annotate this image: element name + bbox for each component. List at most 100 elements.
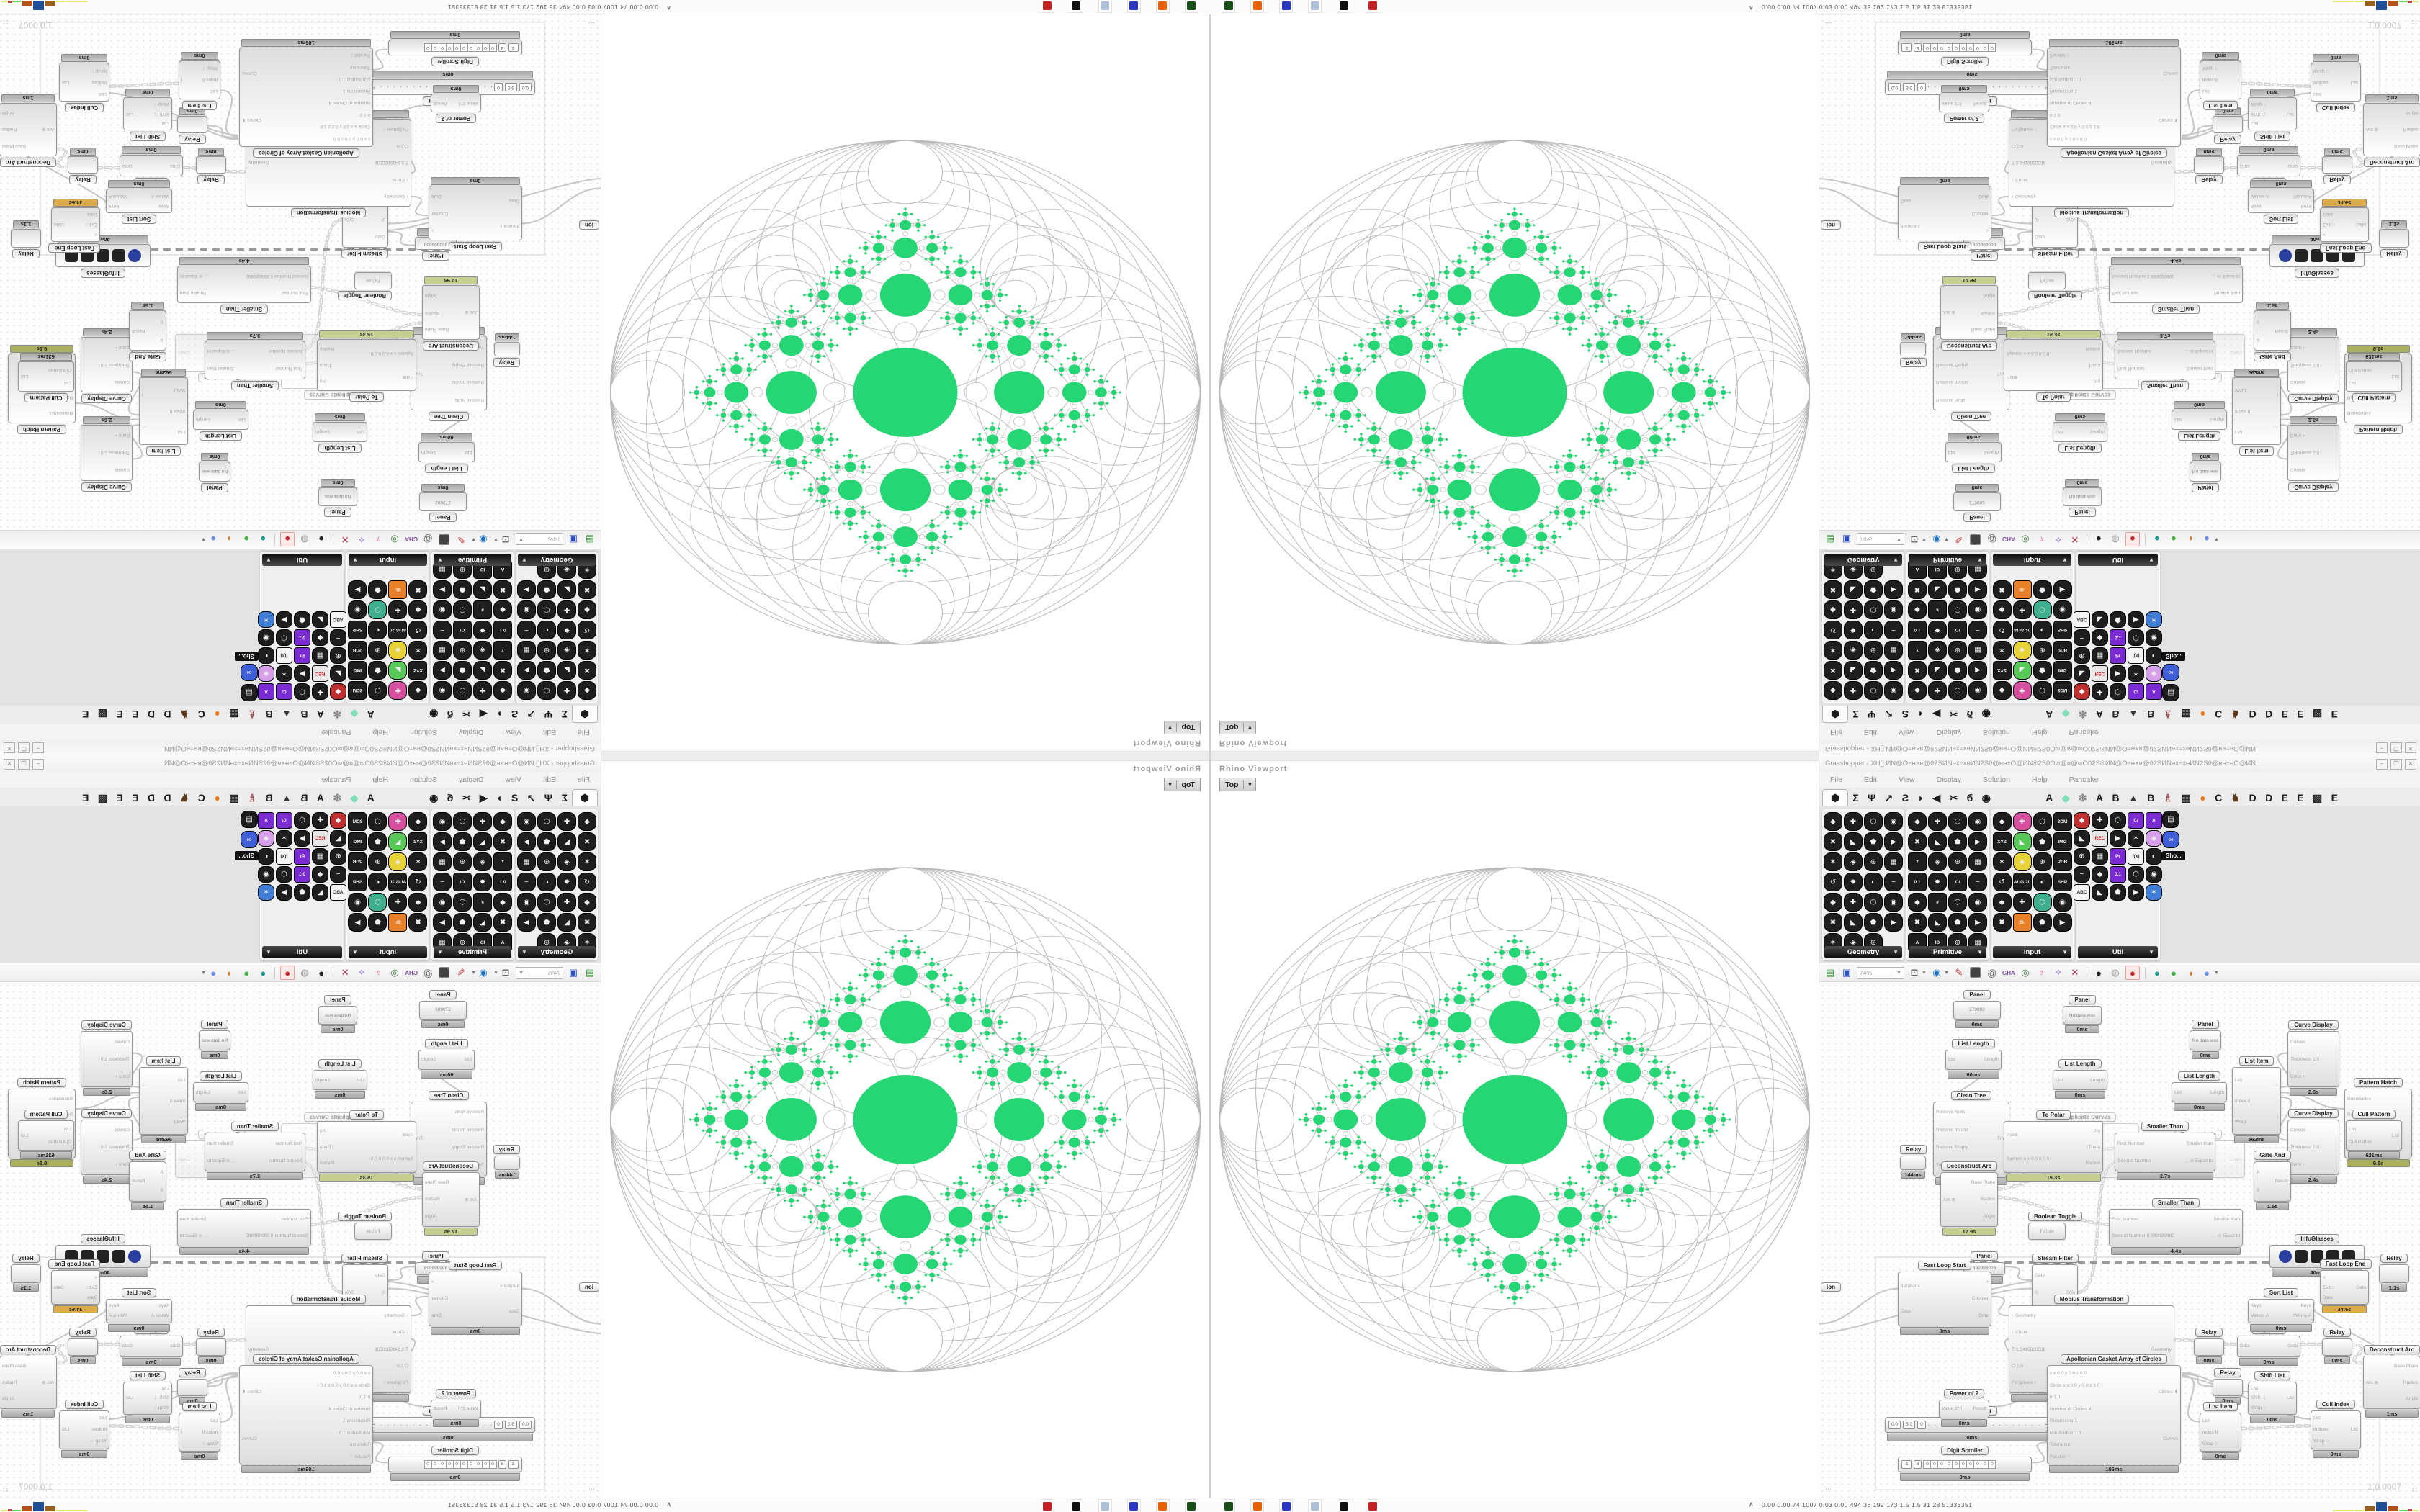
component-icon[interactable]: ⬟ bbox=[2033, 580, 2052, 599]
tab-letter-0[interactable]: A bbox=[367, 708, 375, 720]
gh-node-boolean-toggle[interactable]: Boolean Toggle False bbox=[337, 1211, 392, 1240]
gh-node-boolean-toggle[interactable]: Boolean Toggle False bbox=[2028, 1211, 2083, 1240]
component-icon[interactable]: ◐ bbox=[2033, 621, 2052, 639]
node-body[interactable]: No data was bbox=[199, 1030, 230, 1051]
close-button[interactable]: ✕ bbox=[2405, 742, 2416, 753]
shaded-sphere-button[interactable]: ● bbox=[318, 967, 325, 978]
preview-eye-button[interactable]: ◉ bbox=[479, 534, 488, 545]
gh-node-list-length[interactable]: List Length List Length 0ms bbox=[313, 1059, 367, 1099]
component-icon[interactable]: ~ bbox=[330, 629, 346, 646]
tab-letter-4[interactable]: B bbox=[2112, 792, 2120, 804]
gh-node-list-item[interactable]: List Item List Index 0 Wrap -1 i 562ms bbox=[2232, 368, 2281, 456]
component-icon[interactable]: SHP bbox=[2053, 873, 2072, 891]
component-icon[interactable]: IMG bbox=[348, 661, 367, 680]
shaded-sphere-button[interactable]: ● bbox=[2095, 534, 2102, 545]
gh-node-curve-display[interactable]: Curve Display Curves Thickness 1.0 Color ▪ 2… bbox=[81, 415, 133, 492]
tab-letter-0[interactable]: A bbox=[367, 792, 375, 804]
tab-letter-12[interactable]: D bbox=[2249, 792, 2257, 804]
group-dropdown-icon[interactable]: ▼ bbox=[2148, 557, 2154, 563]
component-icon[interactable]: ◣ bbox=[1844, 913, 1863, 932]
component-icon[interactable]: XYZ bbox=[408, 661, 428, 680]
tab-letter-5[interactable]: ▲ bbox=[2128, 708, 2138, 720]
node-body[interactable] bbox=[2379, 1264, 2409, 1284]
component-icon[interactable]: ▶ bbox=[348, 913, 367, 932]
unknown-package-button[interactable]: ? bbox=[2040, 536, 2044, 543]
tab-letter-15[interactable]: E bbox=[2297, 792, 2304, 804]
node-body[interactable]: No data was bbox=[2063, 1006, 2102, 1025]
component-icon[interactable]: ◣ bbox=[1928, 661, 1947, 680]
node-body[interactable] bbox=[177, 115, 207, 133]
preview-eye-button-dropdown-icon[interactable]: ▼ bbox=[471, 970, 477, 976]
component-icon[interactable]: ✚ bbox=[2012, 600, 2032, 619]
component-icon[interactable]: ⬟ bbox=[1948, 913, 1967, 932]
component-icon[interactable]: ◐ bbox=[1864, 873, 1883, 891]
toggle-value[interactable]: False bbox=[366, 1228, 380, 1234]
node-body[interactable]: Iterations Data > Counter Data bbox=[429, 1271, 522, 1326]
component-icon[interactable]: ~ bbox=[1968, 873, 1987, 891]
node-body[interactable]: 279092 bbox=[419, 492, 467, 512]
group-dropdown-icon[interactable]: ▼ bbox=[1977, 949, 1983, 955]
close-button[interactable]: ✕ bbox=[2405, 759, 2416, 770]
component-icon[interactable]: C/ bbox=[453, 621, 472, 639]
gh-node-fast-loop-end[interactable]: Fast Loop End < Exit ○ Data Data 34.6s bbox=[48, 199, 100, 253]
menu-item-file[interactable]: File bbox=[1830, 728, 1842, 737]
component-icon[interactable]: ◣ bbox=[473, 913, 492, 932]
component-icon[interactable]: ◣ bbox=[2074, 665, 2090, 682]
component-icon[interactable]: 3DM bbox=[348, 681, 367, 700]
component-icon[interactable]: ~ bbox=[517, 873, 536, 891]
node-body[interactable]: No data was bbox=[2190, 1030, 2221, 1051]
component-icon[interactable]: ◐ bbox=[537, 873, 556, 891]
gh-node-sort-list[interactable]: Sort List Keys Values A Keys Values A 0ms bbox=[2248, 180, 2314, 225]
gh-node-cull-pattern[interactable]: Cull Pattern List Cull Pattern List 621ms bbox=[18, 1110, 74, 1160]
component-icon[interactable]: ⬡ bbox=[368, 893, 387, 912]
component-icon[interactable]: ▶ bbox=[517, 832, 536, 851]
red-tool-icon[interactable] bbox=[1366, 1499, 1379, 1512]
tab-letter-9[interactable]: ● bbox=[214, 792, 220, 804]
find-definition-button[interactable]: ◎ bbox=[390, 967, 399, 978]
component-icon[interactable]: ✖ bbox=[408, 913, 428, 932]
component-icon[interactable]: ◈ bbox=[258, 665, 274, 682]
component-icon[interactable]: ◐ bbox=[368, 873, 387, 891]
gh-node-relay[interactable]: Relay 0ms bbox=[2322, 1327, 2352, 1364]
tab-letter-11[interactable]: ♞ bbox=[179, 792, 189, 804]
component-icon[interactable]: ▶ bbox=[1884, 913, 1903, 932]
node-body[interactable]: List Indices Wrap ○ List bbox=[59, 63, 109, 102]
component-icon[interactable]: ◐ bbox=[2146, 647, 2162, 664]
green-cylinder-button[interactable]: ● bbox=[243, 967, 250, 978]
calculator-icon[interactable] bbox=[1308, 1499, 1322, 1512]
palette-group-label[interactable]: Primitive ▼ bbox=[1909, 554, 1986, 566]
component-icon[interactable]: ▶ bbox=[2128, 884, 2144, 901]
component-icon[interactable]: ◈ bbox=[1844, 852, 1863, 871]
node-body[interactable]: Arc ⊕ Base Plane Radius Angle bbox=[1940, 285, 1998, 341]
tab-letter-0[interactable]: A bbox=[2045, 792, 2053, 804]
gh-node-list-length[interactable]: List Length List Length 0ms bbox=[313, 413, 367, 453]
node-body[interactable]: Arc ⊕ Base Plane Radius Angle bbox=[422, 1171, 480, 1227]
open-file-button[interactable]: ▤ bbox=[585, 967, 595, 978]
find-definition-button[interactable]: ◎ bbox=[2021, 534, 2030, 545]
camera-button[interactable]: ⬛ bbox=[439, 534, 451, 545]
menu-item-pancake[interactable]: Pancake bbox=[2069, 728, 2099, 737]
node-body[interactable]: List Length bbox=[313, 1070, 367, 1091]
gh-node-relay[interactable]: Relay 0ms bbox=[177, 1368, 207, 1405]
component-icon[interactable]: ▶ bbox=[433, 913, 452, 932]
component-icon[interactable]: ◉ bbox=[2146, 866, 2162, 883]
wireframe-sphere-button[interactable]: ◍ bbox=[2111, 534, 2120, 545]
menu-item-edit[interactable]: Edit bbox=[542, 775, 557, 784]
component-icon[interactable]: ◆ bbox=[578, 893, 596, 912]
component-icon[interactable]: ◆ bbox=[578, 681, 596, 700]
component-icon[interactable]: ⊕ bbox=[2033, 641, 2052, 660]
gh-node-panel[interactable]: Panel 279092 0ms bbox=[419, 989, 467, 1028]
node-body[interactable]: No data was bbox=[199, 461, 230, 482]
node-body[interactable] bbox=[68, 1338, 98, 1356]
gh-node-relay[interactable]: Relay 0ms bbox=[2194, 148, 2224, 185]
gh-node-fast-loop-end[interactable]: Fast Loop End < Exit ○ Data Data 34.6s bbox=[48, 1259, 100, 1313]
component-icon[interactable]: ◆ bbox=[2074, 812, 2090, 829]
node-body[interactable]: Arc ⊕ Base Plane Radius Angle bbox=[0, 1356, 57, 1410]
component-icon[interactable]: ▶ bbox=[433, 580, 452, 599]
component-icon[interactable]: ✖ bbox=[493, 661, 512, 680]
component-icon[interactable]: ⬟ bbox=[1864, 832, 1883, 851]
component-icon[interactable]: ⊕ bbox=[453, 852, 472, 871]
idea-button[interactable]: ✧ bbox=[2054, 534, 2063, 545]
node-body[interactable] bbox=[494, 1156, 520, 1171]
component-icon[interactable]: ◉ bbox=[517, 681, 536, 700]
